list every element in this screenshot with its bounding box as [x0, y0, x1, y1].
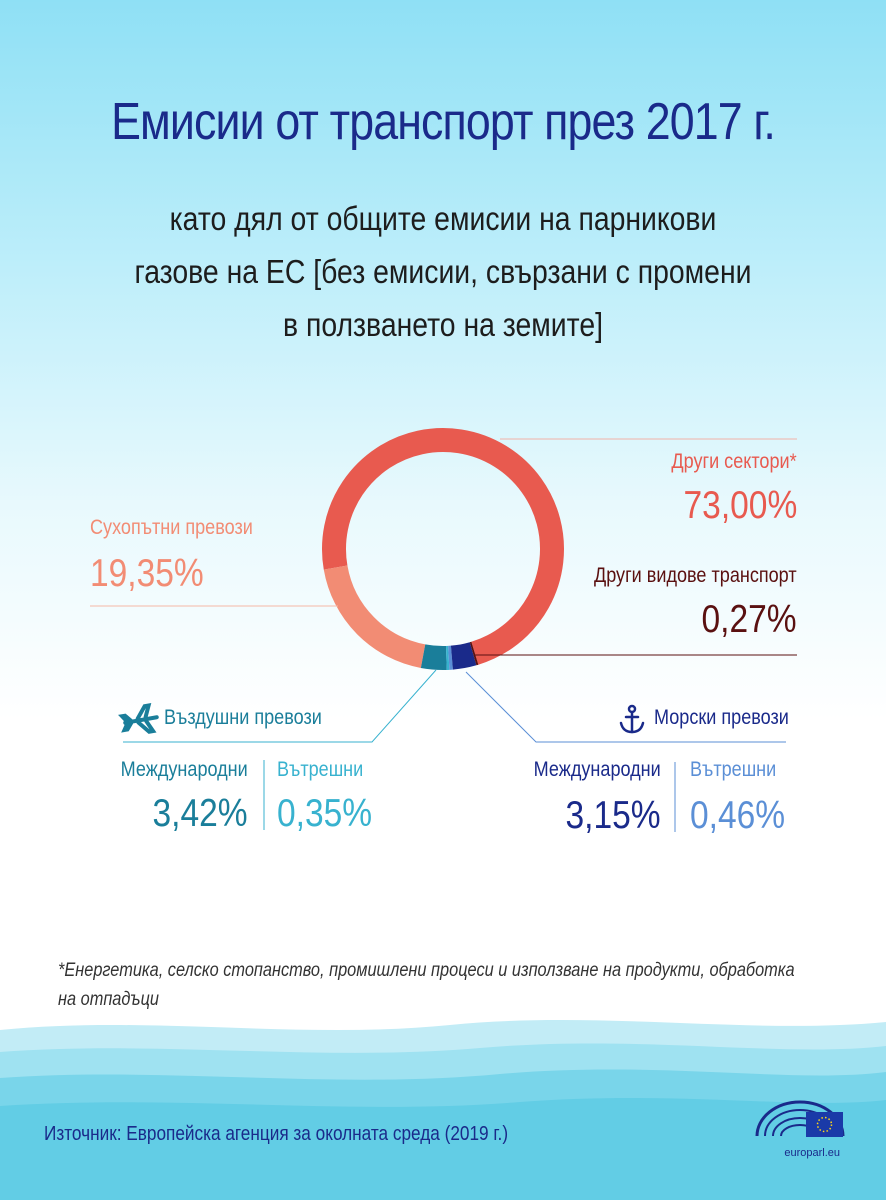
leader-line-aviation: [123, 669, 437, 743]
value-other-sectors: 73,00%: [683, 484, 797, 527]
anchor-icon: [619, 704, 645, 734]
leader-line-maritime: [465, 671, 786, 743]
label-maritime-international: Международни: [533, 758, 661, 781]
label-aviation-international: Международни: [120, 758, 248, 781]
label-road: Сухопътни превози: [90, 516, 253, 539]
value-aviation-domestic: 0,35%: [277, 792, 373, 835]
label-aviation-domestic: Вътрешни: [277, 758, 364, 781]
label-maritime-domestic: Вътрешни: [690, 758, 777, 781]
slice-other-transport: [469, 641, 479, 666]
airplane-icon: [118, 702, 159, 734]
slice-road: [323, 565, 426, 668]
value-aviation-international: 3,42%: [152, 792, 248, 835]
value-road: 19,35%: [90, 552, 204, 595]
europarl-url: europarl.eu: [784, 1147, 840, 1159]
slice-other-sectors: [322, 428, 564, 665]
page-title: Емисии от транспорт през 2017 г.: [111, 93, 776, 151]
footnote: *Енергетика, селско стопанство, промишле…: [58, 960, 795, 1010]
label-other-sectors: Други сектори*: [671, 450, 797, 473]
value-other-transport: 0,27%: [701, 598, 797, 641]
source-text: Източник: Европейска агенция за околната…: [44, 1123, 509, 1145]
european-parliament-logo: [755, 1100, 845, 1137]
page-subtitle: като дял от общите емисии на парникови г…: [134, 200, 752, 343]
slice-maritime-international: [450, 642, 477, 670]
value-maritime-international: 3,15%: [565, 794, 661, 837]
label-other-transport: Други видове транспорт: [594, 564, 797, 587]
value-maritime-domestic: 0,46%: [690, 794, 786, 837]
heading-aviation: Въздушни превози: [164, 706, 322, 729]
heading-maritime: Морски превози: [654, 706, 789, 729]
slice-aviation-international: [420, 644, 447, 670]
